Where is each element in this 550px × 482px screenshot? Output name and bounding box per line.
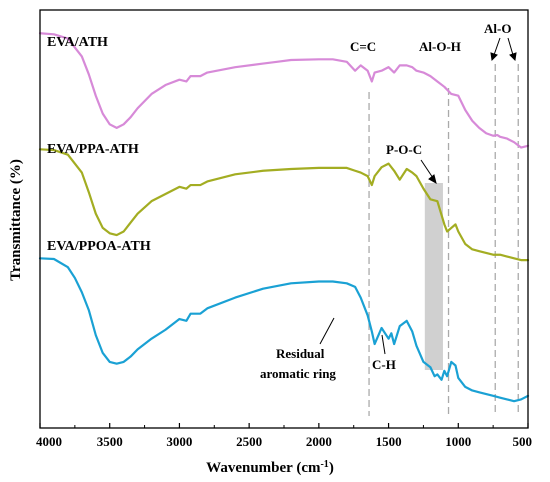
arrow-p-o-c bbox=[420, 159, 434, 179]
line-residual-aromatic bbox=[319, 317, 335, 345]
annotation-p-o-c: P-O-C bbox=[386, 142, 422, 157]
x-tick-label: 2500 bbox=[236, 434, 262, 449]
reference-line-layer bbox=[368, 64, 519, 416]
arrow-al-o-right bbox=[507, 37, 514, 56]
x-tick-label: 1500 bbox=[376, 434, 402, 449]
arrowhead-al-o-right bbox=[509, 52, 517, 62]
annotation-al-o: Al-O bbox=[484, 21, 511, 36]
x-tick-label: 2000 bbox=[306, 434, 332, 449]
arrow-al-o-left bbox=[493, 37, 501, 56]
series-label-eva-ppa-ath: EVA/PPA-ATH bbox=[47, 142, 139, 157]
annotation-arrows bbox=[319, 37, 517, 355]
series-label-eva-ppoa-ath: EVA/PPOA-ATH bbox=[47, 239, 151, 254]
arrowhead-al-o-left bbox=[490, 52, 498, 62]
annotation-c-c: C=C bbox=[350, 39, 376, 54]
shaded-band-layer bbox=[424, 183, 443, 370]
line-c-h bbox=[381, 334, 386, 355]
x-axis-title: Wavenumber (cm-1) bbox=[206, 459, 334, 477]
series-line-2 bbox=[38, 257, 530, 403]
shaded-band bbox=[424, 183, 443, 370]
x-tick-label: 500 bbox=[513, 434, 533, 449]
x-axis-ticks: 4000 3500 3000 2500 2000 1500 1000 500 bbox=[36, 423, 532, 449]
arrowhead-p-o-c bbox=[428, 174, 437, 185]
x-tick-label: 3000 bbox=[166, 434, 192, 449]
series-line-0 bbox=[38, 32, 530, 149]
x-tick-label: 3500 bbox=[97, 434, 123, 449]
annotation-c-h: C-H bbox=[372, 357, 396, 372]
axis-titles: Wavenumber (cm-1) Transmittance (%) bbox=[8, 159, 334, 476]
series-line-1 bbox=[38, 148, 530, 262]
x-tick-label: 4000 bbox=[36, 434, 62, 449]
series-label-layer: EVA/ATH EVA/PPA-ATH EVA/PPOA-ATH bbox=[47, 35, 151, 254]
annotation-aromatic-ring: aromatic ring bbox=[260, 366, 336, 381]
series-label-eva-ath: EVA/ATH bbox=[47, 35, 108, 50]
x-tick-label: 1000 bbox=[445, 434, 471, 449]
annotation-al-o-h: Al-O-H bbox=[419, 39, 461, 54]
y-axis-title: Transmittance (%) bbox=[8, 159, 24, 281]
annotation-residual: Residual bbox=[276, 346, 325, 361]
series-layer bbox=[38, 32, 530, 403]
annotation-layer: C=C Al-O-H Al-O P-O-C Residual aromatic … bbox=[260, 21, 517, 381]
